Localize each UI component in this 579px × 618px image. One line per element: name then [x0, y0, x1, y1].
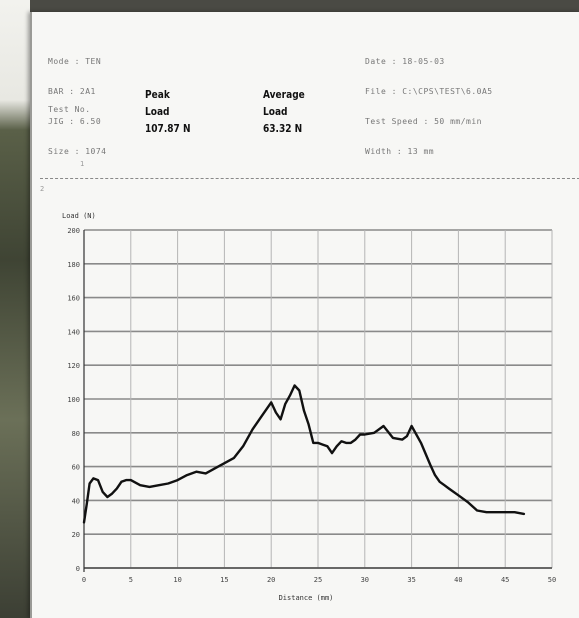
peak-label-1: Peak: [145, 88, 170, 101]
x-tick-label: 50: [548, 576, 556, 584]
x-tick-label: 10: [173, 576, 181, 584]
peak-value: 107.87 N: [145, 122, 191, 135]
avg-label-1: Average: [263, 88, 305, 101]
left-meta: Mode : TEN BAR : 2A1 JIG : 6.50 Size : 1…: [48, 37, 106, 167]
avg-label-2: Load: [263, 105, 288, 118]
y-tick-label: 200: [67, 227, 80, 235]
y-tick-label: 80: [72, 430, 80, 438]
right-meta: Date : 18-05-03 File : C:\CPS\TEST\6.0A5…: [365, 37, 493, 167]
x-tick-label: 40: [454, 576, 462, 584]
meta-mode: Mode : TEN: [48, 57, 102, 66]
y-tick-label: 20: [72, 531, 80, 539]
meta-jig: JIG : 6.50: [48, 117, 102, 126]
peak-label-2: Load: [145, 105, 170, 118]
marker-2: 2: [40, 185, 45, 193]
x-tick-label: 15: [220, 576, 228, 584]
load-curve-line: [82, 384, 526, 524]
peak-load-block: Peak Load 107.87 N: [145, 86, 190, 137]
x-tick-label: 20: [267, 576, 275, 584]
x-tick-label: 45: [501, 576, 509, 584]
x-axis-label: Distance (mm): [279, 594, 334, 602]
x-tick-label: 30: [361, 576, 369, 584]
meta-date: Date : 18-05-03: [365, 57, 445, 66]
meta-size: Size : 1074: [48, 147, 107, 156]
y-axis-label: Load (N): [62, 212, 96, 220]
y-tick-label: 180: [67, 261, 80, 269]
y-tick-label: 120: [67, 362, 80, 370]
y-tick-label: 40: [72, 497, 80, 505]
section-divider: [40, 178, 579, 179]
test-no-label: Test No.: [48, 105, 91, 114]
x-tick-label: 35: [407, 576, 415, 584]
meta-speed: Test Speed : 50 mm/min: [365, 117, 482, 126]
average-load-block: Average Load 63.32 N: [263, 86, 305, 137]
background-photo: [0, 0, 30, 618]
meta-width: Width : 13 mm: [365, 147, 435, 156]
avg-value: 63.32 N: [263, 122, 303, 135]
y-tick-label: 60: [72, 464, 80, 472]
chart-printout: [30, 12, 579, 618]
x-tick-label: 0: [82, 576, 86, 584]
meta-file: File : C:\CPS\TEST\6.0A5: [365, 87, 493, 96]
y-tick-label: 100: [67, 396, 80, 404]
y-tick-label: 140: [67, 328, 80, 336]
marker-1: 1: [80, 160, 85, 168]
y-tick-label: 160: [67, 295, 80, 303]
x-tick-label: 25: [314, 576, 322, 584]
y-tick-label: 0: [76, 565, 80, 573]
meta-bar: BAR : 2A1: [48, 87, 96, 96]
x-tick-label: 5: [129, 576, 133, 584]
